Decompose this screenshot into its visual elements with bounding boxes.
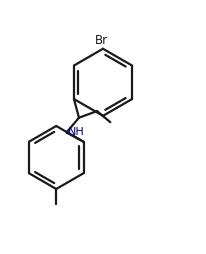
Text: NH: NH: [68, 128, 85, 137]
Text: Br: Br: [94, 34, 108, 47]
